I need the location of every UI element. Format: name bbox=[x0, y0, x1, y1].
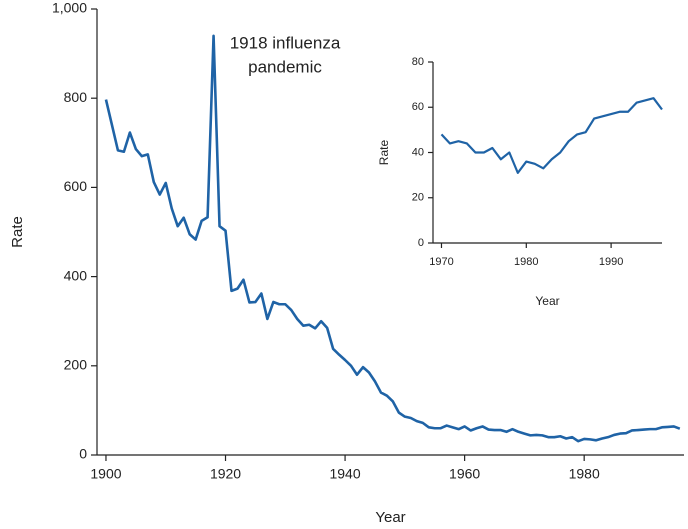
x-tick-label: 1970 bbox=[429, 256, 453, 268]
data-line bbox=[440, 97, 663, 174]
annotation: 1918 influenza bbox=[230, 33, 341, 52]
y-tick-label: 0 bbox=[79, 446, 87, 462]
y-tick-label: 800 bbox=[64, 89, 88, 105]
y-axis-label: Rate bbox=[9, 216, 26, 248]
x-axis-label: Year bbox=[535, 294, 559, 308]
annotation: pandemic bbox=[248, 57, 322, 76]
y-tick-label: 20 bbox=[412, 192, 424, 204]
x-tick-label: 1980 bbox=[514, 256, 538, 268]
x-tick-label: 1990 bbox=[599, 256, 623, 268]
y-tick-label: 1,000 bbox=[52, 0, 87, 16]
data-line bbox=[104, 34, 681, 443]
x-tick-label: 1920 bbox=[210, 466, 241, 482]
x-axis-label: Year bbox=[375, 509, 405, 526]
y-tick-label: 400 bbox=[64, 267, 88, 283]
x-tick-label: 1980 bbox=[569, 466, 600, 482]
x-tick-label: 1900 bbox=[90, 466, 121, 482]
y-tick-label: 60 bbox=[412, 101, 424, 113]
y-tick-label: 40 bbox=[412, 146, 424, 158]
y-tick-label: 80 bbox=[412, 56, 424, 68]
y-tick-label: 200 bbox=[64, 357, 88, 373]
y-tick-label: 0 bbox=[418, 237, 424, 249]
x-tick-label: 1940 bbox=[329, 466, 360, 482]
y-axis-label: Rate bbox=[377, 140, 391, 166]
y-tick-label: 600 bbox=[64, 178, 88, 194]
x-tick-label: 1960 bbox=[449, 466, 480, 482]
